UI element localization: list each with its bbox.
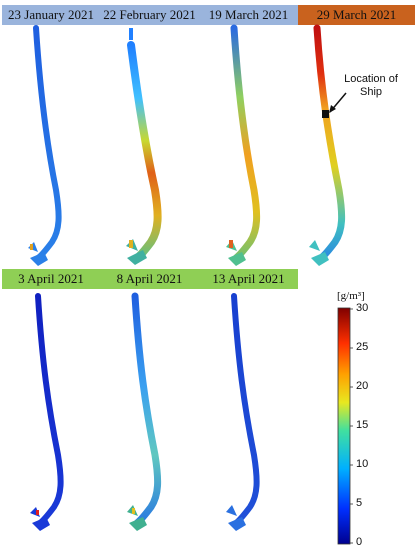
channel-8-april [127, 292, 162, 531]
colorbar-tick-30: 30 [356, 302, 369, 314]
ship-marker [322, 110, 329, 118]
date-label-23-january: 23 January 2021 [2, 5, 100, 25]
channel-29-march [309, 24, 347, 266]
date-label-29-march: 29 March 2021 [298, 5, 415, 25]
channel-23-january [28, 25, 62, 266]
annotation-line-1: Location of [344, 73, 398, 85]
date-label-3-april: 3 April 2021 [2, 269, 100, 289]
colorbar-tick-10: 10 [356, 458, 369, 470]
colorbar-tick-20: 20 [356, 380, 369, 392]
date-label-13-april: 13 April 2021 [199, 269, 298, 289]
date-label-8-april: 8 April 2021 [100, 269, 199, 289]
colorbar-tick-15: 15 [356, 419, 369, 431]
channel-22-february [126, 28, 162, 265]
colorbar-unit: [g/m³] [337, 290, 365, 302]
channel-3-april [30, 293, 64, 531]
channel-13-april [226, 293, 260, 531]
colorbar [337, 307, 351, 545]
ship-location-annotation: Location of Ship [336, 73, 406, 99]
colorbar-tick-5: 5 [356, 497, 363, 509]
colorbar-tick-0: 0 [356, 536, 363, 548]
date-label-22-february: 22 February 2021 [100, 5, 199, 25]
channel-19-march [226, 24, 261, 266]
colorbar-tick-25: 25 [356, 341, 369, 353]
date-label-19-march: 19 March 2021 [199, 5, 298, 25]
annotation-line-2: Ship [359, 86, 383, 98]
